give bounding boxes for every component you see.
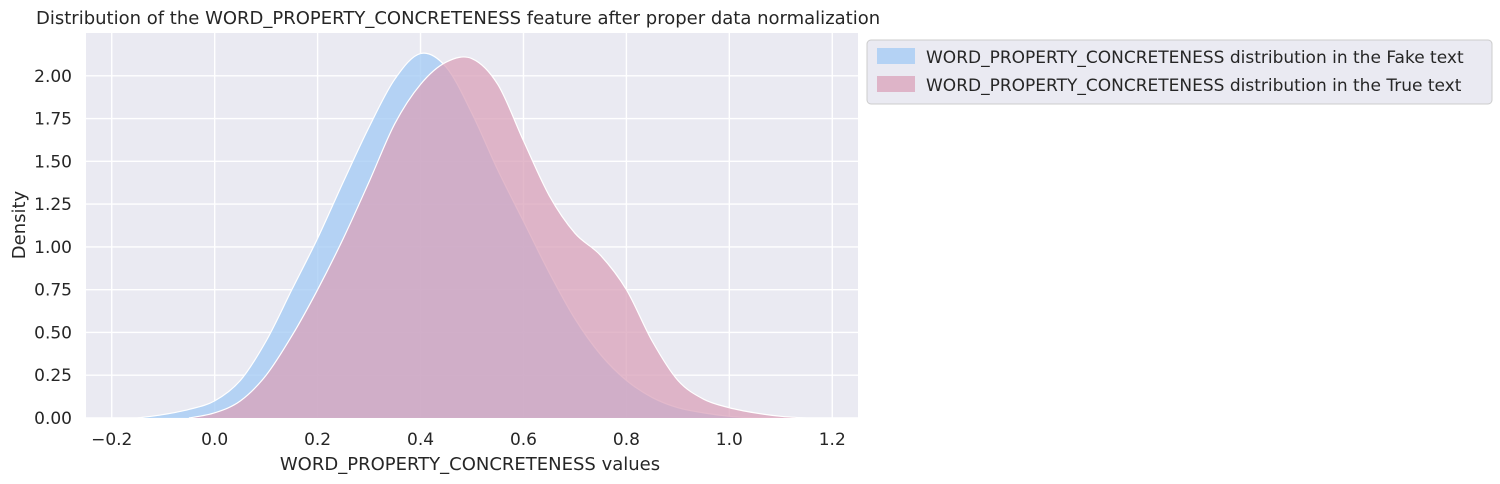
y-tick-label: 1.25 [34, 195, 72, 215]
y-tick-label: 0.75 [34, 281, 72, 301]
x-tick-label: 1.2 [819, 430, 846, 450]
x-tick-label: 1.0 [716, 430, 743, 450]
x-tick-label: 0.6 [510, 430, 537, 450]
y-tick-label: 2.00 [34, 67, 72, 87]
density-area-2 [188, 56, 807, 418]
x-tick-label: 0.8 [613, 430, 640, 450]
x-tick-label: −0.2 [91, 430, 132, 450]
y-axis-label: Density [9, 190, 30, 259]
density-areas [137, 52, 807, 419]
legend-swatch-1 [877, 48, 915, 64]
legend-box [866, 39, 1493, 105]
x-axis-label: WORD_PROPERTY_CONCRETENESS values [280, 454, 660, 475]
y-tick-label: 0.00 [34, 409, 72, 429]
x-tick-label: 0.2 [304, 430, 331, 450]
x-tick-label: 0.0 [201, 430, 228, 450]
x-axis-ticks: −0.2 0.0 0.2 0.4 0.6 0.8 1.0 1.2 [91, 430, 846, 450]
y-tick-label: 0.25 [34, 366, 72, 386]
legend-label-2: WORD_PROPERTY_CONCRETENESS distribution … [926, 76, 1462, 96]
y-axis-ticks: 0.00 0.25 0.50 0.75 1.00 1.25 1.50 1.75 2.00 [34, 67, 72, 429]
legend-label-1: WORD_PROPERTY_CONCRETENESS distribution … [926, 48, 1464, 68]
legend-swatch-2 [877, 76, 915, 92]
legend: WORD_PROPERTY_CONCRETENESS distribution … [866, 39, 1493, 105]
chart-title: Distribution of the WORD_PROPERTY_CONCRE… [36, 8, 880, 29]
y-tick-label: 1.75 [34, 110, 72, 130]
y-tick-label: 1.00 [34, 238, 72, 258]
y-tick-label: 1.50 [34, 152, 72, 172]
density-line-2 [188, 56, 807, 419]
y-tick-label: 0.50 [34, 323, 72, 343]
x-tick-label: 0.4 [407, 430, 434, 450]
